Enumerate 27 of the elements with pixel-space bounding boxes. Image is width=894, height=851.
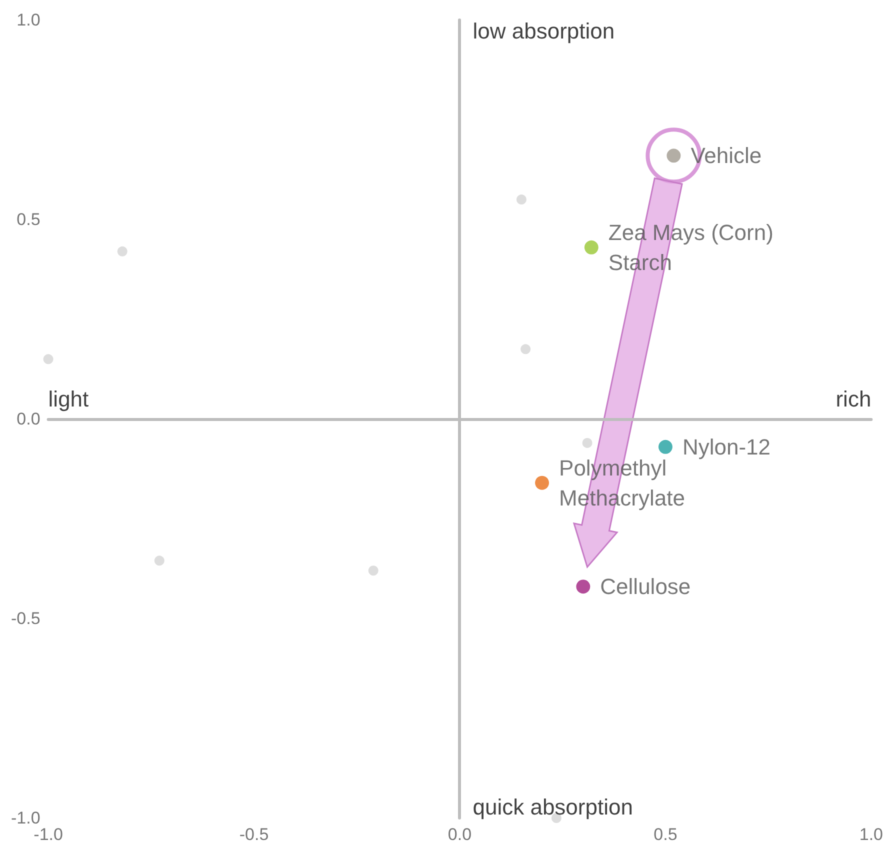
point bbox=[43, 354, 54, 364]
point bbox=[154, 556, 164, 566]
point bbox=[368, 566, 378, 576]
y-tick-label: -1.0 bbox=[10, 808, 40, 828]
annotation: rich bbox=[836, 386, 872, 412]
point bbox=[516, 194, 526, 205]
y-tick-label: 0.0 bbox=[16, 410, 40, 428]
point bbox=[117, 246, 128, 256]
point bbox=[520, 344, 531, 354]
x-tick-label: 1.0 bbox=[859, 825, 884, 844]
point bbox=[582, 438, 592, 448]
series-label: Nylon-12 bbox=[682, 434, 771, 460]
point bbox=[576, 580, 590, 594]
y-tick-label: 0.5 bbox=[16, 210, 40, 229]
annotation: low absorption bbox=[472, 18, 615, 44]
point bbox=[535, 476, 550, 490]
y-tick-label: -0.5 bbox=[10, 609, 40, 628]
annotation: quick absorption bbox=[472, 794, 633, 820]
x-tick-label: -0.5 bbox=[239, 825, 269, 844]
y-tick-label: 1.0 bbox=[16, 10, 40, 30]
annotation: light bbox=[48, 386, 89, 412]
point bbox=[658, 440, 672, 454]
point bbox=[584, 240, 598, 254]
x-tick-label: -1.0 bbox=[34, 825, 63, 844]
x-tick-label: 0.0 bbox=[448, 825, 472, 844]
series-label: Cellulose bbox=[600, 574, 691, 600]
x-tick-label: 0.5 bbox=[654, 825, 678, 844]
